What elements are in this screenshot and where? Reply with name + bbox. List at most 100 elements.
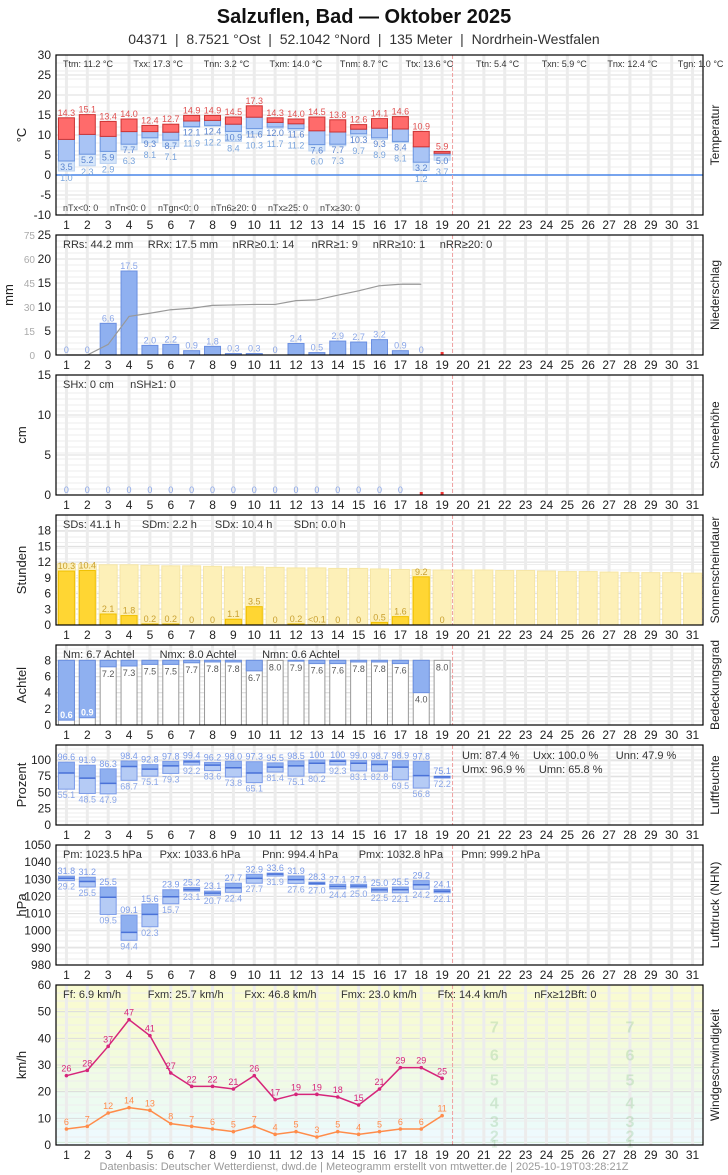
ground-min-label: 8.1 [394,153,407,163]
summary-stat: Ttn: 5.4 °C [476,59,520,69]
day-label: 24 [540,628,554,642]
day-label: 17 [394,728,408,742]
y-tick-label: 15 [38,108,52,122]
day-label: 4 [126,968,133,982]
temp-max-label: 13.8 [329,110,347,120]
ground-min-label: 7.3 [332,156,345,166]
panel-title: Luftfeuchte [708,755,722,815]
hum-min-label: 92.2 [183,766,201,776]
day-label: 7 [188,1148,195,1162]
day-label: 10 [248,968,262,982]
pres-min-label: 20.7 [204,896,222,906]
gust-point [315,1092,319,1097]
bottom-stat: nTn<0: 0 [110,203,146,213]
summary-stat: Nm: 6.7 Achtel [63,649,135,661]
day-label: 18 [415,728,429,742]
beaufort-label: 7 [625,1019,634,1036]
hum-lower-bar [371,764,388,772]
day-label: 7 [188,218,195,232]
temp-max-bar [141,124,159,133]
clear-sky-bar [371,659,388,663]
day-label: 30 [665,628,679,642]
snow-label: 0 [168,485,173,495]
temp-max-bar [391,116,409,130]
pres-upper-bar [99,886,117,898]
day-label: 4 [126,218,133,232]
temp-max-bar [78,114,96,135]
day-label: 21 [477,628,491,642]
precip-label: 2.0 [144,335,157,345]
day-label: 6 [167,1148,174,1162]
day-label: 1 [63,498,70,512]
day-label: 13 [310,358,324,372]
hum-max-label: 96.6 [58,752,76,762]
hum-min-label: 75.1 [287,777,305,787]
temp-min-bar [162,131,180,141]
gust-point [377,1087,382,1091]
gust-label: 18 [333,1085,343,1095]
summary-stat: SDs: 41.1 h [63,519,120,531]
precip-label: 17.5 [120,261,138,271]
pres-max-label: 15.6 [141,894,159,904]
panel-title: Windgeschwindigkeit [708,1008,722,1121]
clear-sky-bar [224,659,242,663]
temp-min-bar [391,128,409,142]
day-label: 5 [147,968,154,982]
gust-label: 47 [124,1008,134,1018]
summary-stat: Tnx: 12.4 °C [607,59,658,69]
temp-max-bar [266,117,284,123]
ground-min-label: 10.3 [246,141,264,151]
y-tick-label: 9 [44,571,51,585]
day-label: 17 [394,1148,408,1162]
temp-min-label: 12.4 [204,126,222,136]
temp-min-label: 7.6 [311,146,324,156]
pres-max-label: 28.3 [308,872,326,882]
temp-max-label: 14.3 [58,108,76,118]
day-label: 11 [269,828,282,842]
snow-label: 0 [64,485,69,495]
wind-point [127,1105,131,1110]
ground-min-label: 11.9 [183,139,200,149]
beaufort-label: 3 [490,1114,499,1131]
pres-lower-bar [141,913,159,928]
y-tick-label: 980 [31,958,51,972]
temp-min-label: 3.2 [415,163,428,173]
y-tick-label: 25 [38,228,52,242]
day-label: 8 [209,728,216,742]
y-tick-label: 0 [44,718,51,732]
sun-label: 0 [210,615,215,625]
day-label: 24 [540,1148,554,1162]
pres-min-label: 25.0 [350,889,368,899]
summary-stat: Tnm: 8.7 °C [340,59,389,69]
sun-bar [57,570,75,626]
day-label: 27 [602,728,616,742]
day-label: 9 [230,218,237,232]
day-label: 21 [477,828,491,842]
precip-label: 2.4 [290,333,303,343]
wind-point [335,1129,340,1134]
day-label: 3 [105,828,112,842]
day-label: 28 [623,828,637,842]
day-label: 31 [686,828,700,842]
summary-stat: Ffx: 14.4 km/h [438,989,508,1001]
wind-label: 7 [252,1114,257,1124]
precip-label: 2.9 [332,331,345,341]
snow-label: 0 [147,485,152,495]
beaufort-label: 5 [490,1073,499,1090]
clear-sky-bar [99,659,117,668]
wind-label: 6 [64,1117,69,1127]
summary-stat: Nmn: 0.6 Achtel [262,649,340,661]
gust-point [210,1084,215,1089]
temp-min-label: 5.2 [81,155,94,165]
pres-max-label: 24.1 [433,879,451,889]
day-label: 23 [519,358,533,372]
temp-min-label: 9.3 [373,139,386,149]
hum-lower-bar [412,775,430,789]
clear-sky-bar [141,659,159,665]
temp-max-label: 14.9 [204,105,222,115]
wind-point [85,1124,90,1129]
wind-label: 12 [103,1101,113,1111]
day-label: 9 [230,358,237,372]
day-label: 22 [498,218,512,232]
wind-label: 7 [85,1114,90,1124]
